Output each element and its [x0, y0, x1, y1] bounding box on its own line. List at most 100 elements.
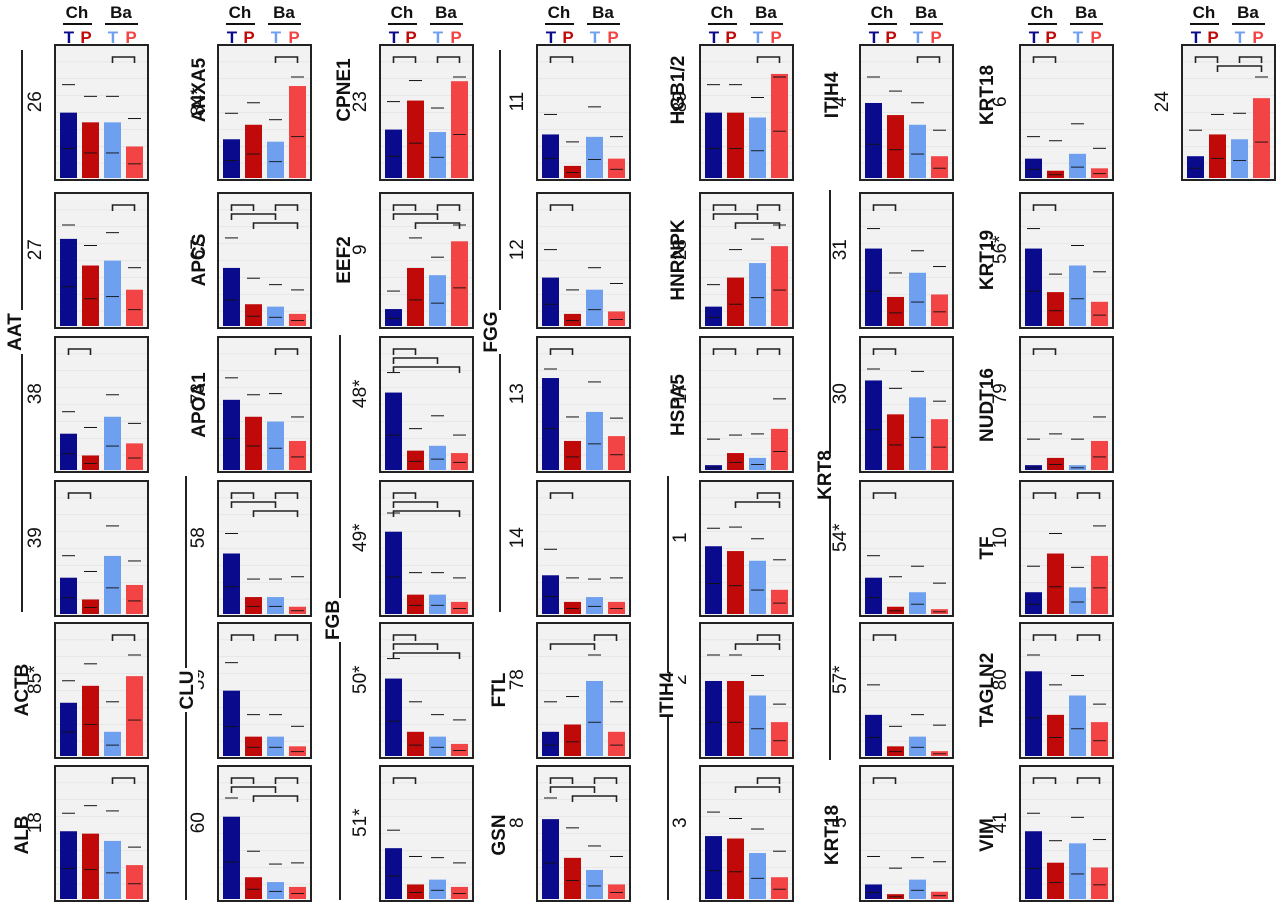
bar	[1069, 265, 1086, 326]
significance-bracket	[549, 204, 574, 211]
panel: 1	[670, 480, 794, 617]
bar	[82, 455, 99, 470]
header-series-letter: P	[1207, 28, 1218, 47]
header-series-letter: T	[1029, 28, 1040, 47]
bar	[909, 397, 926, 470]
significance-bracket	[274, 204, 299, 211]
significance-bracket	[274, 348, 299, 355]
panel: 10	[990, 480, 1114, 617]
bar	[267, 597, 284, 614]
bar	[705, 112, 722, 178]
protein-label: VIM	[977, 818, 998, 852]
bar	[126, 146, 143, 178]
significance-bracket	[872, 492, 897, 499]
bar	[608, 436, 625, 470]
significance-bracket	[252, 510, 299, 517]
group-label: KRT8	[815, 450, 836, 500]
bar	[451, 886, 468, 899]
bar	[749, 695, 766, 756]
panel-number-label: 67	[188, 239, 209, 260]
bar	[126, 289, 143, 326]
significance-bracket	[436, 204, 461, 211]
significance-bracket	[274, 56, 299, 63]
bar	[407, 100, 424, 178]
bar	[407, 731, 424, 756]
bar	[104, 840, 121, 899]
panel: 17	[670, 336, 794, 473]
panel: 50*	[350, 622, 474, 759]
bar	[289, 440, 306, 470]
significance-bracket	[1032, 348, 1057, 355]
bar	[223, 816, 240, 899]
header-group: Ch BaT P T P	[1028, 3, 1103, 47]
group-label-bg	[654, 673, 678, 717]
panel-number-label: 73	[188, 383, 209, 404]
bar	[705, 680, 722, 756]
significance-bracket	[111, 56, 136, 63]
panel: 59	[188, 622, 312, 759]
panel: 73	[188, 336, 312, 473]
header-ch-label: Ch	[548, 3, 571, 22]
bar	[564, 313, 581, 326]
protein-label: CPNE1	[334, 58, 355, 122]
protein-label: TF	[977, 536, 998, 559]
bar	[542, 277, 559, 326]
panel: 30	[830, 336, 954, 473]
group-label: FGG	[481, 311, 502, 352]
bar	[82, 599, 99, 614]
header-group: Ch BaT P T P	[63, 3, 138, 47]
bar	[1025, 831, 1042, 899]
bar	[267, 141, 284, 178]
significance-bracket	[274, 492, 299, 499]
panel: 4	[830, 44, 954, 181]
bar	[727, 551, 744, 614]
bar	[865, 714, 882, 756]
panel: 23	[350, 44, 474, 181]
significance-bracket	[549, 643, 596, 650]
panel-number-label: 24	[1152, 91, 1173, 113]
bar	[267, 736, 284, 756]
panel-number-label: 3	[670, 817, 691, 828]
header-series-letter: P	[288, 28, 299, 47]
header-series-letter: T	[546, 28, 557, 47]
significance-bracket	[756, 492, 781, 499]
bar	[909, 879, 926, 899]
significance-bracket	[392, 652, 461, 659]
protein-label: KRT18	[822, 805, 843, 865]
panel-number-label: 31	[830, 239, 851, 260]
header-series-letter: T	[1191, 28, 1202, 47]
panel-number-label: 56*	[990, 235, 1011, 264]
header-series-letter: P	[770, 28, 781, 47]
significance-bracket	[1032, 492, 1057, 499]
significance-bracket	[1076, 492, 1101, 499]
significance-bracket	[712, 348, 737, 355]
panel: 60	[188, 765, 312, 902]
bar	[1047, 292, 1064, 326]
header-ba-label: Ba	[273, 3, 295, 22]
significance-bracket	[734, 643, 781, 650]
panel: 8	[507, 765, 631, 902]
bar	[586, 597, 603, 614]
panel: 51*	[350, 765, 474, 902]
panel-number-label: 38	[25, 383, 46, 404]
significance-bracket	[1032, 56, 1057, 63]
header-ba-label: Ba	[755, 3, 777, 22]
bar	[865, 248, 882, 326]
panel: 67	[188, 192, 312, 329]
bar	[1091, 440, 1108, 470]
significance-bracket	[571, 795, 618, 802]
bar	[82, 122, 99, 178]
group-label: ITIH4	[657, 671, 678, 718]
bar	[104, 416, 121, 470]
header-series-letter: P	[607, 28, 618, 47]
header-series-letter: T	[271, 28, 282, 47]
bar	[82, 685, 99, 756]
protein-label: FTL	[489, 672, 510, 707]
panel-number-label: 11	[507, 92, 528, 112]
panel: 2	[670, 622, 794, 759]
significance-bracket	[712, 213, 759, 220]
significance-bracket	[230, 213, 277, 220]
panel-number-label: 27	[25, 239, 46, 260]
bar	[931, 419, 948, 470]
header-ch-label: Ch	[1031, 3, 1054, 22]
